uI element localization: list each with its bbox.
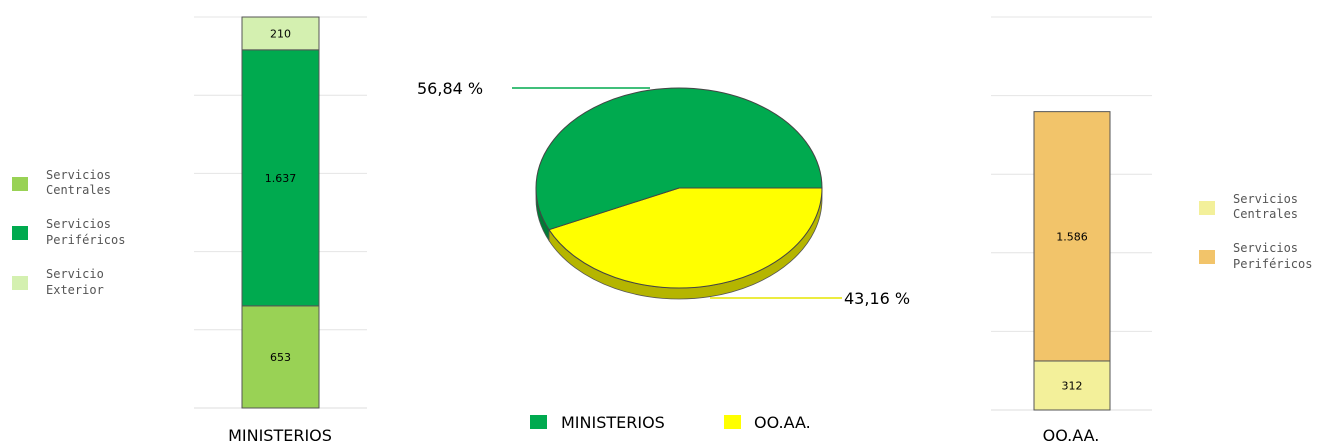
ooaa-bar-chart: 312 1.586 OO.AA. Servicios Centrales Serv… — [991, 16, 1312, 445]
left-legend: Servicios Centrales Servicios Periférico… — [12, 168, 125, 297]
legend-label: Exterior — [46, 283, 104, 297]
legend-label: Centrales — [46, 183, 111, 197]
right-stacked-bar: 312 1.586 — [1033, 111, 1111, 411]
bar-value-label: 653 — [270, 351, 291, 364]
legend-label: Servicios — [46, 217, 111, 231]
legend-item-servicios-perifericos: Servicios Periféricos — [12, 217, 125, 247]
pie-legend: MINISTERIOS OO.AA. — [530, 413, 811, 432]
legend-swatch — [1199, 250, 1215, 264]
legend-label: Servicios — [1233, 241, 1298, 255]
right-category-label: OO.AA. — [1043, 426, 1100, 445]
pie-legend-label-ooaa: OO.AA. — [754, 413, 811, 432]
bar-segment — [241, 305, 320, 409]
pie-legend-label-ministerios: MINISTERIOS — [561, 413, 665, 432]
legend-label: Servicios — [46, 168, 111, 182]
pie-legend-swatch-ministerios — [530, 415, 547, 429]
bar-segment — [241, 49, 320, 307]
pie-legend-swatch-ooaa — [724, 415, 741, 429]
legend-item-servicios-centrales: Servicios Centrales — [1199, 192, 1298, 221]
pie-slice-ministerios — [535, 87, 823, 231]
bar-value-label: 1.586 — [1056, 230, 1088, 243]
legend-label: Servicios — [1233, 192, 1298, 206]
pie-slice-ooaa — [548, 187, 823, 289]
bar-segment — [1033, 360, 1111, 411]
legend-item-servicios-perifericos: Servicios Periféricos — [1199, 241, 1312, 271]
legend-swatch — [12, 177, 28, 191]
bar-value-label: 1.637 — [265, 172, 297, 185]
legend-swatch — [12, 276, 28, 290]
ministerios-bar-chart: 653 1.637 210 MINISTERIOS Servicios Centra… — [12, 16, 367, 445]
bar-segment — [241, 16, 320, 51]
bar-value-label: 210 — [270, 27, 291, 40]
pct-label-ministerios: 56,84 % — [417, 79, 483, 98]
pie-slices — [535, 87, 823, 300]
legend-swatch — [12, 226, 28, 240]
pie-chart: 56,84 % 43,16 % MINISTERIOS OO.AA. — [417, 79, 910, 432]
left-stacked-bar: 653 1.637 210 — [241, 16, 320, 409]
legend-item-servicios-centrales: Servicios Centrales — [12, 168, 111, 197]
legend-label: Periféricos — [46, 233, 125, 247]
legend-label: Servicio — [46, 267, 104, 281]
legend-label: Centrales — [1233, 207, 1298, 221]
right-legend: Servicios Centrales Servicios Periférico… — [1199, 192, 1312, 271]
legend-label: Periféricos — [1233, 257, 1312, 271]
pct-label-ooaa: 43,16 % — [844, 289, 910, 308]
legend-swatch — [1199, 201, 1215, 215]
left-category-label: MINISTERIOS — [228, 426, 332, 445]
bar-value-label: 312 — [1062, 379, 1083, 392]
bar-segment — [1033, 111, 1111, 362]
legend-item-servicio-exterior: Servicio Exterior — [12, 267, 104, 297]
